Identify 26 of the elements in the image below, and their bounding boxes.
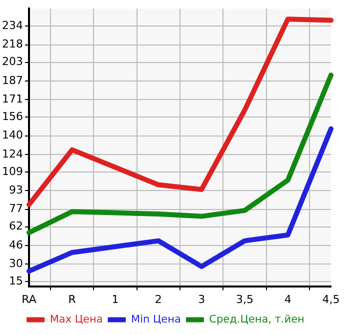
y-tick-label: 234 xyxy=(2,18,23,32)
x-tick-label: 3,5 xyxy=(236,292,254,306)
y-tick-label: 30 xyxy=(8,256,23,270)
y-tick-label: 77 xyxy=(8,202,23,216)
y-tick-label: 62 xyxy=(8,220,23,233)
x-tick-label: 3 xyxy=(198,292,206,306)
y-tick-label: 156 xyxy=(2,110,23,123)
y-tick-label: 187 xyxy=(2,74,23,87)
legend-label: Сред.Цена, т.йен xyxy=(209,313,304,326)
x-tick-label: R xyxy=(68,292,76,306)
y-tick-label: 15 xyxy=(8,274,23,288)
y-tick-label: 124 xyxy=(2,147,23,160)
y-tick-label: 203 xyxy=(2,55,23,68)
y-tick-label: 46 xyxy=(8,238,23,252)
x-tick-label: 2 xyxy=(154,292,162,306)
x-tick-label: 4 xyxy=(284,292,292,306)
y-tick-label: 109 xyxy=(2,164,23,178)
legend-label: Max Цена xyxy=(50,313,103,326)
y-tick-label: 218 xyxy=(2,38,23,51)
legend-label: Min Цена xyxy=(131,313,181,326)
y-tick-label: 93 xyxy=(8,183,23,196)
x-tick-label: 1 xyxy=(112,292,119,306)
x-tick-label: 4,5 xyxy=(322,292,340,306)
x-tick-label: RA xyxy=(22,292,37,306)
y-tick-label: 140 xyxy=(2,128,23,142)
y-tick-label: 171 xyxy=(2,92,23,106)
